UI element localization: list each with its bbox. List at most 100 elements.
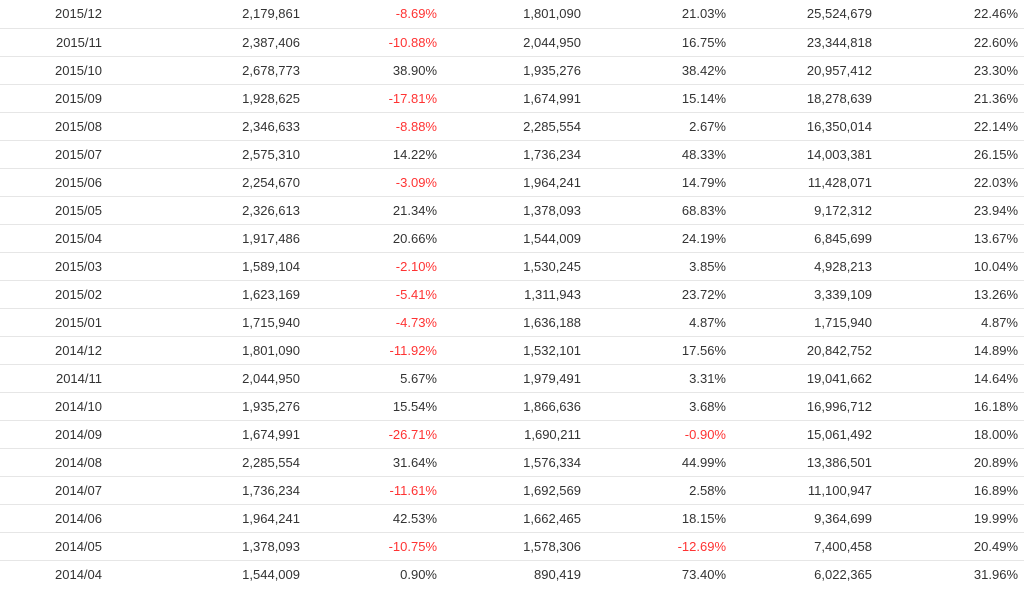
table-row: 2015/09 1,928,625 -17.81% 1,674,991 15.14% 18…	[0, 85, 1024, 113]
month-cell: 2014/09	[55, 427, 102, 442]
cumulative-change-cell: 20.49%	[973, 539, 1018, 554]
yoy-change-cell: 3.31%	[689, 371, 726, 386]
mom-change-cell: -5.41%	[395, 287, 437, 302]
cumulative-change-cell: 20.89%	[973, 455, 1018, 470]
mom-change-cell: 0.90%	[400, 567, 437, 582]
mom-change-cell: 14.22%	[392, 147, 437, 162]
value-cell: 2,346,633	[242, 119, 300, 134]
cumulative-change-cell: 26.15%	[973, 147, 1018, 162]
value-cell: 1,736,234	[242, 483, 300, 498]
mom-change-cell: -11.92%	[389, 343, 437, 358]
mom-change-cell: 15.54%	[392, 399, 437, 414]
yoy-change-cell: 38.42%	[681, 63, 726, 78]
value-cell: 2,285,554	[242, 455, 300, 470]
cumulative-change-cell: 22.03%	[973, 175, 1018, 190]
mom-change-cell: -4.73%	[395, 315, 437, 330]
prev-year-cell: 1,532,101	[523, 343, 581, 358]
cumulative-cell: 9,172,312	[814, 203, 872, 218]
yoy-change-cell: 3.85%	[689, 259, 726, 274]
month-cell: 2015/02	[55, 287, 102, 302]
value-cell: 1,801,090	[242, 343, 300, 358]
prev-year-cell: 1,378,093	[523, 203, 581, 218]
prev-year-cell: 1,576,334	[523, 455, 581, 470]
cumulative-cell: 3,339,109	[814, 287, 872, 302]
prev-year-cell: 1,578,306	[523, 539, 581, 554]
cumulative-cell: 16,350,014	[806, 119, 872, 134]
cumulative-change-cell: 31.96%	[973, 567, 1018, 582]
yoy-change-cell: 21.03%	[681, 6, 726, 21]
cumulative-cell: 6,845,699	[814, 231, 872, 246]
value-cell: 1,623,169	[242, 287, 300, 302]
table-row: 2014/08 2,285,554 31.64% 1,576,334 44.99% 13,…	[0, 449, 1024, 477]
mom-change-cell: 5.67%	[400, 371, 437, 386]
cumulative-cell: 19,041,662	[806, 371, 872, 386]
value-cell: 2,179,861	[242, 6, 300, 21]
month-cell: 2015/01	[55, 315, 102, 330]
yoy-change-cell: 4.87%	[689, 315, 726, 330]
yoy-change-cell: -0.90%	[684, 427, 726, 442]
prev-year-cell: 890,419	[534, 567, 581, 582]
table-row: 2015/03 1,589,104 -2.10% 1,530,245 3.85% 4,92…	[0, 253, 1024, 281]
value-cell: 1,964,241	[242, 511, 300, 526]
mom-change-cell: -3.09%	[395, 175, 437, 190]
prev-year-cell: 1,636,188	[523, 315, 581, 330]
cumulative-cell: 1,715,940	[814, 315, 872, 330]
prev-year-cell: 1,935,276	[523, 63, 581, 78]
cumulative-cell: 7,400,458	[814, 539, 872, 554]
prev-year-cell: 1,801,090	[523, 6, 581, 21]
month-cell: 2014/04	[55, 567, 102, 582]
mom-change-cell: 42.53%	[392, 511, 437, 526]
mom-change-cell: -10.75%	[388, 539, 437, 554]
month-cell: 2015/06	[55, 175, 102, 190]
mom-change-cell: -2.10%	[395, 259, 437, 274]
table-row: 2014/11 2,044,950 5.67% 1,979,491 3.31% 19,04…	[0, 365, 1024, 393]
month-cell: 2014/12	[55, 343, 102, 358]
cumulative-cell: 25,524,679	[806, 6, 872, 21]
cumulative-change-cell: 14.64%	[973, 371, 1018, 386]
cumulative-change-cell: 16.89%	[973, 483, 1018, 498]
prev-year-cell: 1,736,234	[523, 147, 581, 162]
mom-change-cell: 21.34%	[392, 203, 437, 218]
mom-change-cell: -26.71%	[388, 427, 437, 442]
yoy-change-cell: 68.83%	[681, 203, 726, 218]
table-row: 2015/07 2,575,310 14.22% 1,736,234 48.33% 14,…	[0, 141, 1024, 169]
prev-year-cell: 2,285,554	[523, 119, 581, 134]
value-cell: 2,326,613	[242, 203, 300, 218]
cumulative-change-cell: 22.14%	[973, 119, 1018, 134]
month-cell: 2014/05	[55, 539, 102, 554]
yoy-change-cell: 3.68%	[689, 399, 726, 414]
month-cell: 2014/11	[55, 371, 102, 386]
cumulative-change-cell: 22.60%	[973, 35, 1018, 50]
cumulative-change-cell: 21.36%	[973, 91, 1018, 106]
yoy-change-cell: 48.33%	[681, 147, 726, 162]
table-row: 2015/06 2,254,670 -3.09% 1,964,241 14.79% 11,…	[0, 169, 1024, 197]
month-cell: 2015/09	[55, 91, 102, 106]
mom-change-cell: 38.90%	[392, 63, 437, 78]
cumulative-cell: 23,344,818	[806, 35, 872, 50]
cumulative-change-cell: 14.89%	[973, 343, 1018, 358]
table-row: 2015/02 1,623,169 -5.41% 1,311,943 23.72% 3,3…	[0, 281, 1024, 309]
table-row: 2015/01 1,715,940 -4.73% 1,636,188 4.87% 1,71…	[0, 309, 1024, 337]
yoy-change-cell: 15.14%	[681, 91, 726, 106]
value-cell: 1,674,991	[242, 427, 300, 442]
cumulative-cell: 11,100,947	[807, 483, 872, 498]
prev-year-cell: 1,544,009	[523, 231, 581, 246]
table-row: 2015/10 2,678,773 38.90% 1,935,276 38.42% 20,…	[0, 57, 1024, 85]
cumulative-change-cell: 23.30%	[973, 63, 1018, 78]
prev-year-cell: 1,674,991	[523, 91, 581, 106]
prev-year-cell: 2,044,950	[523, 35, 581, 50]
cumulative-cell: 20,842,752	[806, 343, 872, 358]
month-cell: 2015/12	[55, 6, 102, 21]
cumulative-cell: 13,386,501	[806, 455, 872, 470]
month-cell: 2014/07	[55, 483, 102, 498]
cumulative-change-cell: 18.00%	[973, 427, 1018, 442]
value-cell: 2,575,310	[242, 147, 300, 162]
yoy-change-cell: 24.19%	[681, 231, 726, 246]
cumulative-change-cell: 22.46%	[973, 6, 1018, 21]
prev-year-cell: 1,979,491	[523, 371, 581, 386]
cumulative-cell: 14,003,381	[806, 147, 872, 162]
month-cell: 2014/06	[55, 511, 102, 526]
yoy-change-cell: 17.56%	[681, 343, 726, 358]
cumulative-change-cell: 23.94%	[973, 203, 1018, 218]
